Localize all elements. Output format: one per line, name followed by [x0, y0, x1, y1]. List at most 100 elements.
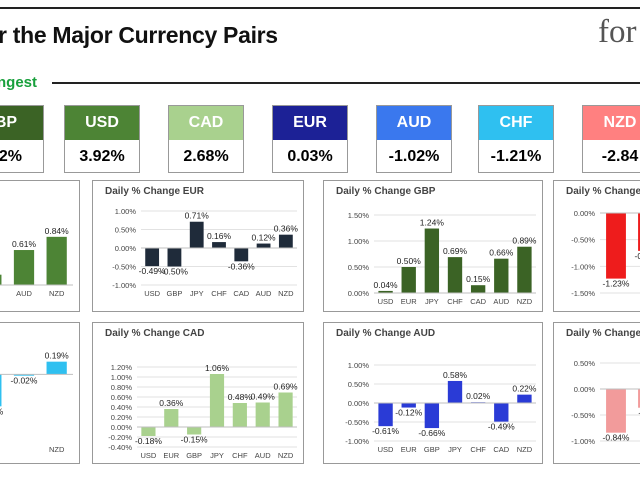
- x-category-label: JPY: [210, 451, 224, 460]
- currency-tile: CAD 2.68%: [168, 105, 244, 173]
- tile-currency-code: NZD: [583, 106, 640, 140]
- x-category-label: EUR: [401, 445, 417, 454]
- data-label: -0.02%: [11, 376, 38, 386]
- y-tick-label: -1.50%: [571, 289, 595, 298]
- x-category-label: JPY: [448, 445, 462, 454]
- bar: [187, 427, 202, 435]
- data-label: -0.18%: [135, 436, 162, 446]
- x-category-label: USD: [141, 451, 157, 460]
- x-category-label: CAD: [470, 297, 486, 306]
- bar: [189, 221, 204, 248]
- bar-chart: 1.20%1.00%0.80%0.60%0.40%0.20%0.00%-0.20…: [108, 363, 299, 460]
- chart-title: Daily % Change AUD: [336, 328, 436, 339]
- data-label: -0.50%: [161, 267, 188, 277]
- bar: [256, 243, 271, 248]
- bar: [255, 402, 270, 427]
- data-label: -0.36%: [228, 261, 255, 271]
- currency-tile: EUR 0.03%: [272, 105, 348, 173]
- y-tick-label: 0.00%: [348, 399, 370, 408]
- bar: [232, 403, 247, 427]
- x-category-label: EUR: [401, 297, 417, 306]
- data-label: 0.69%: [443, 246, 468, 256]
- bar: [46, 236, 67, 285]
- data-label: -0.15%: [181, 435, 208, 445]
- data-label: -0.66%: [418, 428, 445, 438]
- tile-percent-change: -1.21%: [490, 148, 542, 165]
- data-label: 0.50%: [397, 256, 422, 266]
- x-category-label: GBP: [167, 289, 183, 298]
- bar: [378, 403, 393, 427]
- data-label: 0.22%: [512, 384, 537, 394]
- data-label: 0.71%: [185, 211, 210, 221]
- x-category-label: AUD: [255, 451, 271, 460]
- y-tick-label: 0.00%: [574, 385, 596, 394]
- y-tick-label: -1.00%: [571, 262, 595, 271]
- y-tick-label: 0.20%: [111, 413, 133, 422]
- currency-tile: NZD -2.84: [582, 105, 640, 173]
- y-tick-label: 0.00%: [115, 244, 137, 253]
- chart-title: Daily % Change EUR: [105, 186, 204, 197]
- x-category-label: NZD: [278, 451, 294, 460]
- data-label: -0.49%: [139, 266, 166, 276]
- chart-panel: Daily % Change 0.00% -0.50% -1.00% -1.50% -1.…: [553, 180, 640, 312]
- x-category-label: NZD: [517, 297, 533, 306]
- data-label: -0.84%: [603, 433, 630, 443]
- data-label: 1.24%: [420, 218, 445, 228]
- data-label: -0.71%: [635, 251, 640, 261]
- data-label: -1.23%: [603, 279, 630, 289]
- page-title: r the Major Currency Pairs: [0, 22, 278, 48]
- data-label: -0.61%: [372, 426, 399, 436]
- x-category-label: CHF: [211, 289, 227, 298]
- data-label: 0.36%: [159, 398, 184, 408]
- tile-percent-change: -2.84: [601, 148, 639, 165]
- x-category-label: JPY: [425, 297, 439, 306]
- section-rule: [52, 82, 640, 84]
- y-tick-label: 1.00%: [115, 207, 137, 216]
- currency-tile: BP 22%: [0, 105, 44, 173]
- x-category-label: NZD: [517, 445, 533, 454]
- y-tick-label: 0.00%: [574, 209, 596, 218]
- data-label: 0.69%: [274, 382, 299, 392]
- bar: [278, 392, 293, 427]
- bar: [494, 258, 509, 293]
- x-category-label: NZD: [49, 445, 65, 454]
- x-category-label: AUD: [256, 289, 272, 298]
- chart-title: Daily % Change CAD: [105, 328, 205, 339]
- tile-currency-code: CAD: [169, 106, 243, 140]
- data-label: 0.61%: [12, 239, 37, 249]
- x-category-label: USD: [378, 445, 394, 454]
- data-label: 0.48%: [228, 392, 253, 402]
- y-tick-label: -0.50%: [571, 411, 595, 420]
- section-subheading: ngest: [0, 74, 38, 91]
- x-category-label: EUR: [163, 451, 179, 460]
- bar: [212, 242, 226, 248]
- bar: [401, 403, 416, 408]
- x-category-label: CHF: [447, 297, 463, 306]
- x-category-label: USD: [378, 297, 394, 306]
- x-category-label: GBP: [424, 445, 440, 454]
- data-label: 0.84%: [45, 226, 70, 236]
- y-tick-label: 0.50%: [574, 359, 596, 368]
- chart-title: Daily % Change: [566, 186, 640, 197]
- y-tick-label: -0.50%: [571, 236, 595, 245]
- chart-panel: 0.48% -0.02% 0.19% NZD: [0, 322, 80, 464]
- bar: [424, 403, 440, 429]
- bar: [234, 248, 249, 262]
- y-tick-label: 0.60%: [111, 393, 133, 402]
- y-tick-label: -1.00%: [571, 437, 595, 446]
- x-category-label: CHF: [470, 445, 486, 454]
- chart-title: Daily % Change: [566, 328, 640, 339]
- bar-chart: 0.48% -0.02% 0.19% NZD: [0, 351, 73, 454]
- y-tick-label: 1.20%: [111, 363, 133, 372]
- data-label: 0.58%: [443, 370, 468, 380]
- bar: [145, 248, 160, 267]
- x-category-label: CAD: [233, 289, 249, 298]
- bar: [638, 213, 640, 251]
- data-label: -0.36: [638, 408, 640, 418]
- tile-percent-change: -1.02%: [388, 148, 440, 165]
- bar: [278, 234, 293, 248]
- currency-tile: AUD -1.02%: [376, 105, 452, 173]
- bar: [13, 250, 35, 285]
- y-tick-label: -1.00%: [345, 437, 369, 446]
